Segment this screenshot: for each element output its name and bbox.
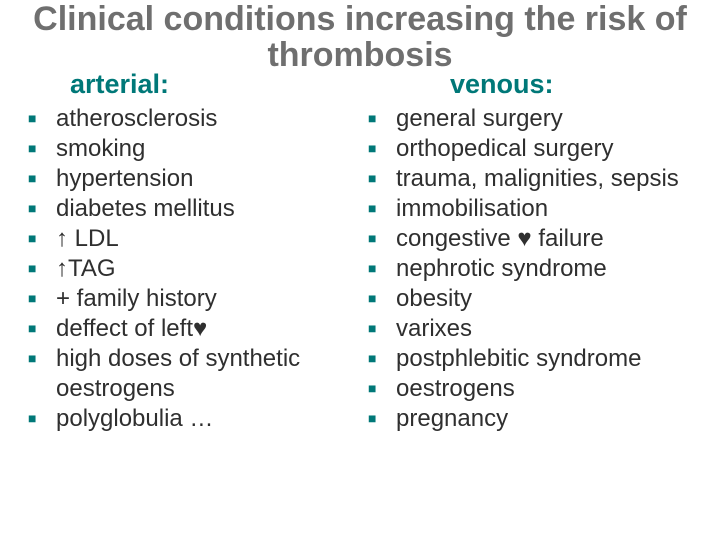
list-item: ■orthopedical surgery (368, 134, 700, 164)
item-text: orthopedical surgery (396, 134, 700, 164)
item-text: general surgery (396, 104, 700, 134)
list-item: ■+ family history (28, 284, 360, 314)
item-text: polyglobulia … (56, 404, 360, 434)
square-bullet-icon: ■ (368, 134, 396, 158)
list-item: ■pregnancy (368, 404, 700, 434)
item-text: pregnancy (396, 404, 700, 434)
venous-column: venous: ■general surgery ■orthopedical s… (360, 69, 700, 434)
item-text: atherosclerosis (56, 104, 360, 134)
square-bullet-icon: ■ (368, 344, 396, 368)
arterial-heading: arterial: (20, 69, 360, 100)
list-item: ■varixes (368, 314, 700, 344)
item-text: oestrogens (396, 374, 700, 404)
item-text: immobilisation (396, 194, 700, 224)
square-bullet-icon: ■ (28, 224, 56, 248)
arterial-column: arterial: ■atherosclerosis ■smoking ■hyp… (20, 69, 360, 434)
square-bullet-icon: ■ (28, 134, 56, 158)
square-bullet-icon: ■ (368, 254, 396, 278)
list-item: ■↑ LDL (28, 224, 360, 254)
list-item: ■obesity (368, 284, 700, 314)
list-item: ■general surgery (368, 104, 700, 134)
slide-title: Clinical conditions increasing the risk … (20, 0, 700, 73)
square-bullet-icon: ■ (28, 314, 56, 338)
venous-heading: venous: (360, 69, 700, 100)
list-item: ■immobilisation (368, 194, 700, 224)
list-item: ■hypertension (28, 164, 360, 194)
list-item: ■deffect of left♥ (28, 314, 360, 344)
item-text: hypertension (56, 164, 360, 194)
item-text: smoking (56, 134, 360, 164)
list-item: ■nephrotic syndrome (368, 254, 700, 284)
item-text: diabetes mellitus (56, 194, 360, 224)
item-text: high doses of synthetic oestrogens (56, 344, 360, 404)
square-bullet-icon: ■ (368, 404, 396, 428)
square-bullet-icon: ■ (368, 224, 396, 248)
list-item: ■high doses of synthetic oestrogens (28, 344, 360, 404)
list-item: ■smoking (28, 134, 360, 164)
item-text: ↑ LDL (56, 224, 360, 254)
list-item: ■oestrogens (368, 374, 700, 404)
arterial-list: ■atherosclerosis ■smoking ■hypertension … (20, 104, 360, 434)
item-text: congestive ♥ failure (396, 224, 700, 254)
list-item: ■trauma, malignities, sepsis (368, 164, 700, 194)
item-text: ↑TAG (56, 254, 360, 284)
square-bullet-icon: ■ (368, 374, 396, 398)
square-bullet-icon: ■ (28, 164, 56, 188)
square-bullet-icon: ■ (28, 344, 56, 368)
venous-list: ■general surgery ■orthopedical surgery ■… (360, 104, 700, 434)
square-bullet-icon: ■ (368, 284, 396, 308)
square-bullet-icon: ■ (368, 104, 396, 128)
list-item: ■polyglobulia … (28, 404, 360, 434)
list-item: ■congestive ♥ failure (368, 224, 700, 254)
columns-container: arterial: ■atherosclerosis ■smoking ■hyp… (20, 69, 700, 434)
square-bullet-icon: ■ (28, 254, 56, 278)
square-bullet-icon: ■ (28, 404, 56, 428)
item-text: postphlebitic syndrome (396, 344, 700, 374)
item-text: varixes (396, 314, 700, 344)
item-text: trauma, malignities, sepsis (396, 164, 700, 194)
list-item: ■atherosclerosis (28, 104, 360, 134)
square-bullet-icon: ■ (28, 104, 56, 128)
item-text: + family history (56, 284, 360, 314)
square-bullet-icon: ■ (368, 314, 396, 338)
square-bullet-icon: ■ (368, 194, 396, 218)
list-item: ■postphlebitic syndrome (368, 344, 700, 374)
square-bullet-icon: ■ (28, 194, 56, 218)
square-bullet-icon: ■ (368, 164, 396, 188)
item-text: obesity (396, 284, 700, 314)
list-item: ■diabetes mellitus (28, 194, 360, 224)
item-text: deffect of left♥ (56, 314, 360, 344)
square-bullet-icon: ■ (28, 284, 56, 308)
list-item: ■↑TAG (28, 254, 360, 284)
item-text: nephrotic syndrome (396, 254, 700, 284)
